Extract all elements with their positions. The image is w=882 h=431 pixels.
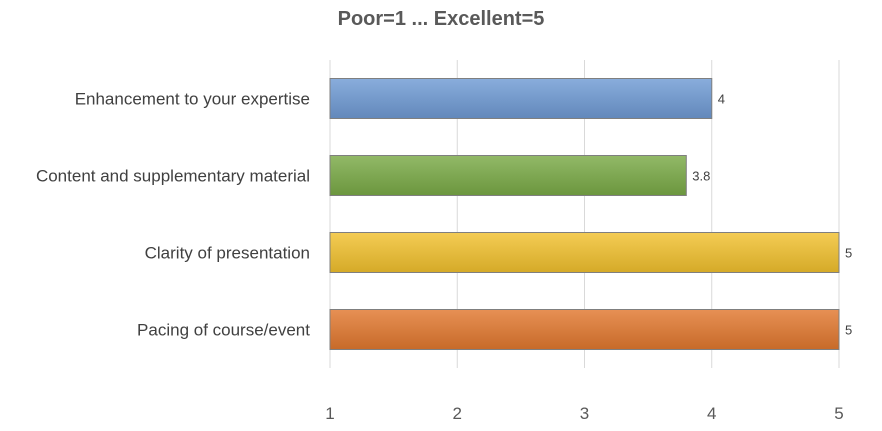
bar	[329, 232, 840, 273]
data-label: 5	[845, 323, 852, 338]
x-tick-label: 4	[707, 404, 716, 423]
category-label: Pacing of course/event	[137, 321, 310, 340]
label-layer: 1 2 3 4 5 Enhancement to your expertise 4 Conte…	[36, 90, 852, 424]
data-label: 4	[718, 92, 725, 107]
x-tick-label: 3	[580, 404, 589, 423]
category-label: Content and supplementary material	[36, 167, 310, 186]
data-label: 5	[845, 246, 852, 261]
x-tick-label: 1	[325, 404, 334, 423]
category-label: Clarity of presentation	[145, 244, 310, 263]
bar	[329, 155, 687, 196]
category-label: Enhancement to your expertise	[75, 90, 310, 109]
chart-title: Poor=1 ... Excellent=5	[337, 8, 545, 30]
x-tick-label: 5	[834, 404, 843, 423]
data-label: 3.8	[692, 169, 710, 184]
bar	[329, 309, 840, 350]
x-tick-label: 2	[453, 404, 462, 423]
bar	[329, 78, 713, 119]
bar-layer	[329, 78, 840, 350]
